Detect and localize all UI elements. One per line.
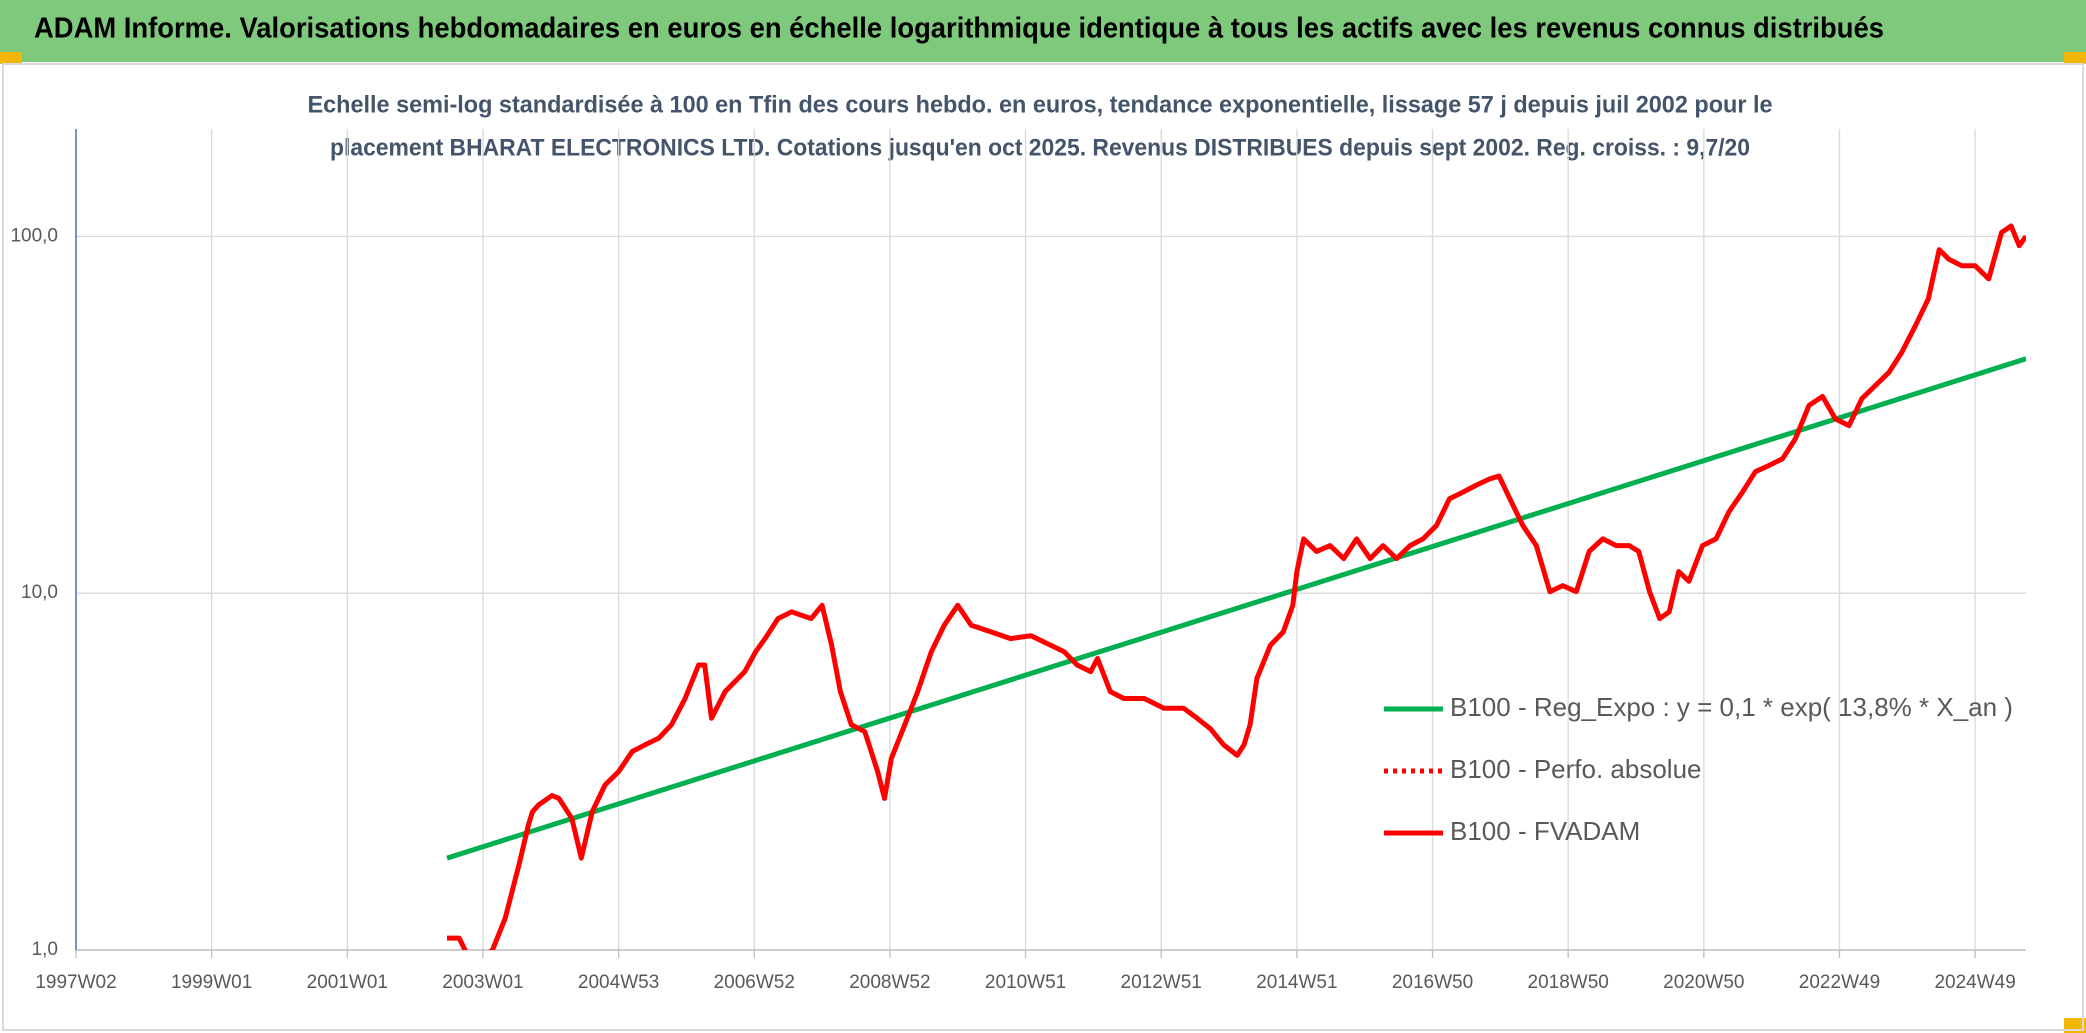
x-tick-label: 2008W52 (849, 972, 930, 993)
x-tick-label: 2016W50 (1392, 972, 1473, 993)
title-banner (0, 0, 2086, 62)
legend-label: B100 - Perfo. absolue (1450, 754, 1702, 784)
x-tick-label: 2020W50 (1663, 972, 1744, 993)
y-tick-label: 10,0 (21, 582, 58, 603)
chart-subtitle: placement BHARAT ELECTRONICS LTD. Cotati… (330, 134, 1750, 161)
corner-mark (0, 52, 22, 64)
chart-frame (2, 63, 2084, 1031)
legend-label: B100 - Reg_Expo : y = 0,1 * exp( 13,8% *… (1450, 692, 2013, 722)
plot-area (446, 223, 2026, 950)
series-line (447, 223, 2026, 950)
chart-subtitle: Echelle semi-log standardisée à 100 en T… (308, 91, 1773, 118)
x-tick-label: 2004W53 (578, 972, 659, 993)
series-line (446, 356, 2026, 861)
x-tick-label: 2006W52 (714, 972, 795, 993)
y-tick-label: 100,0 (10, 225, 58, 246)
x-tick-label: 2024W49 (1934, 972, 2015, 993)
x-tick-label: 2003W01 (442, 972, 523, 993)
x-tick-label: 1999W01 (171, 972, 252, 993)
x-tick-label: 1997W02 (35, 972, 116, 993)
x-tick-label: 2014W51 (1256, 972, 1337, 993)
x-tick-label: 2018W50 (1528, 972, 1609, 993)
y-tick-label: 1,0 (32, 939, 58, 960)
x-tick-label: 2001W01 (307, 972, 388, 993)
legend-label: B100 - FVADAM (1450, 816, 1640, 846)
x-tick-label: 2010W51 (985, 972, 1066, 993)
corner-mark (2064, 52, 2086, 64)
x-tick-label: 2012W51 (1121, 972, 1202, 993)
chart-title: ADAM Informe. Valorisations hebdomadaire… (34, 13, 1884, 45)
x-tick-label: 2022W49 (1799, 972, 1880, 993)
